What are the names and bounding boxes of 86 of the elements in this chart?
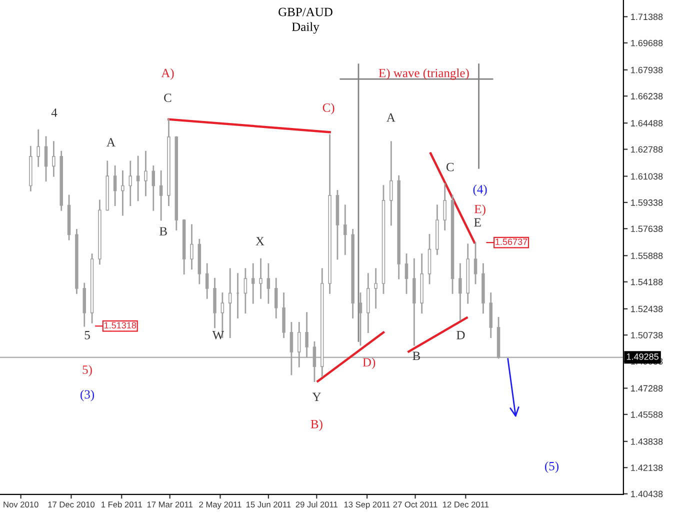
x-tick-label: 15 Jun 2011 xyxy=(246,502,291,508)
ref-line-label: 1.49285 xyxy=(626,353,658,360)
candlestick xyxy=(298,322,301,368)
annotation: C) xyxy=(322,103,334,114)
candlestick xyxy=(374,268,378,309)
candlestick xyxy=(259,258,262,299)
annotation: A xyxy=(386,113,396,122)
annotation: Y xyxy=(312,392,321,401)
y-tick-label: 1.62788 xyxy=(631,146,663,153)
candlestick xyxy=(274,278,278,318)
candlestick xyxy=(128,160,132,206)
candlestick xyxy=(358,292,362,346)
y-tick-label: 1.43838 xyxy=(631,438,663,445)
candlestick xyxy=(458,263,462,320)
candlestick xyxy=(344,204,347,255)
candlestick xyxy=(443,183,446,230)
x-tick-label: Nov 2010 xyxy=(4,502,38,508)
annotation: 1.51318 xyxy=(104,322,136,329)
annotation: E) wave (triangle) xyxy=(378,68,469,80)
y-tick-label: 1.67938 xyxy=(631,66,663,74)
candlestick xyxy=(205,263,209,299)
x-tick-label: 13 Sep 2011 xyxy=(344,502,390,510)
annotation: 1.56737 xyxy=(496,238,528,245)
candlestick xyxy=(228,268,232,338)
candlestick xyxy=(390,141,393,226)
candlestick xyxy=(52,141,56,177)
chart-title: GBP/AUD xyxy=(278,8,332,16)
candlestick xyxy=(244,268,248,314)
candlestick xyxy=(159,170,163,221)
annotation: 4 xyxy=(51,108,58,117)
x-tick-label: 2 May 2011 xyxy=(199,502,242,510)
candlestick xyxy=(121,170,124,216)
annotation: A) xyxy=(161,68,174,80)
annotation: B xyxy=(412,352,420,360)
annotation: (5) xyxy=(545,462,558,473)
text: Daily xyxy=(292,22,320,34)
y-tick-label: 1.52438 xyxy=(631,306,663,312)
annotation: D xyxy=(456,331,465,340)
y-tick-label: 1.59338 xyxy=(631,199,663,206)
x-tick-label: 17 Mar 2011 xyxy=(147,502,193,508)
y-tick-label: 1.64488 xyxy=(631,120,663,126)
annotation: 5) xyxy=(82,365,92,376)
annotation: B) xyxy=(310,420,322,431)
annotation: X xyxy=(256,237,264,246)
y-tick-label: 1.55888 xyxy=(631,252,663,259)
candlestick xyxy=(113,165,117,206)
y-tick-label: 1.42138 xyxy=(631,464,663,471)
annotation: (4) xyxy=(473,184,487,196)
candlestick xyxy=(251,263,255,304)
x-tick-label: 17 Dec 2010 xyxy=(48,502,95,508)
candlestick xyxy=(36,129,40,167)
x-tick-label: 1 Feb 2011 xyxy=(101,501,142,508)
annotation: D) xyxy=(362,358,376,370)
y-tick-label: 1.61038 xyxy=(631,173,663,180)
y-tick-label: 1.45588 xyxy=(631,411,663,418)
y-tick-label: 1.66238 xyxy=(631,93,663,100)
candlestick xyxy=(144,150,148,196)
x-tick-label: 27 Oct 2011 xyxy=(393,502,438,508)
candlestick xyxy=(190,224,194,270)
annotation: E) xyxy=(474,204,486,216)
candlestick xyxy=(404,254,408,294)
candlestick xyxy=(305,312,308,358)
y-tick-label: 1.69688 xyxy=(631,40,663,46)
annotation: A xyxy=(106,138,116,146)
candlestick xyxy=(474,242,478,284)
annotation: C xyxy=(164,94,172,102)
annotation: 5 xyxy=(84,331,90,340)
y-tick-label: 1.47288 xyxy=(631,385,663,392)
x-tick-label: 29 Jul 2011 xyxy=(296,501,338,508)
y-tick-label: 1.71388 xyxy=(631,14,663,20)
y-tick-label: 1.57638 xyxy=(631,226,663,232)
candlestick xyxy=(312,341,316,382)
annotation: B xyxy=(160,227,167,236)
x-tick-label: 12 Dec 2011 xyxy=(442,502,489,508)
y-tick-label: 1.40438 xyxy=(631,490,663,498)
candlestick xyxy=(266,263,270,304)
annotation: E xyxy=(474,218,481,226)
candlestick xyxy=(136,156,140,202)
candlestick xyxy=(152,165,156,211)
annotation: C xyxy=(446,162,454,172)
annotation: (3) xyxy=(80,390,94,402)
candlestick xyxy=(290,322,294,376)
annotation: W xyxy=(212,331,224,340)
y-tick-label: 1.54188 xyxy=(631,278,663,286)
y-tick-label: 1.50738 xyxy=(631,332,663,338)
candlestick xyxy=(44,136,48,182)
